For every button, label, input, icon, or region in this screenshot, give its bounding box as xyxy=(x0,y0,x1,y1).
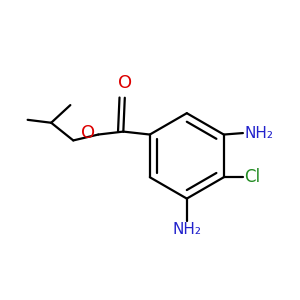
Text: O: O xyxy=(118,74,132,92)
Text: NH₂: NH₂ xyxy=(244,126,273,141)
Text: O: O xyxy=(81,124,95,142)
Text: Cl: Cl xyxy=(244,168,260,186)
Text: NH₂: NH₂ xyxy=(172,222,201,237)
